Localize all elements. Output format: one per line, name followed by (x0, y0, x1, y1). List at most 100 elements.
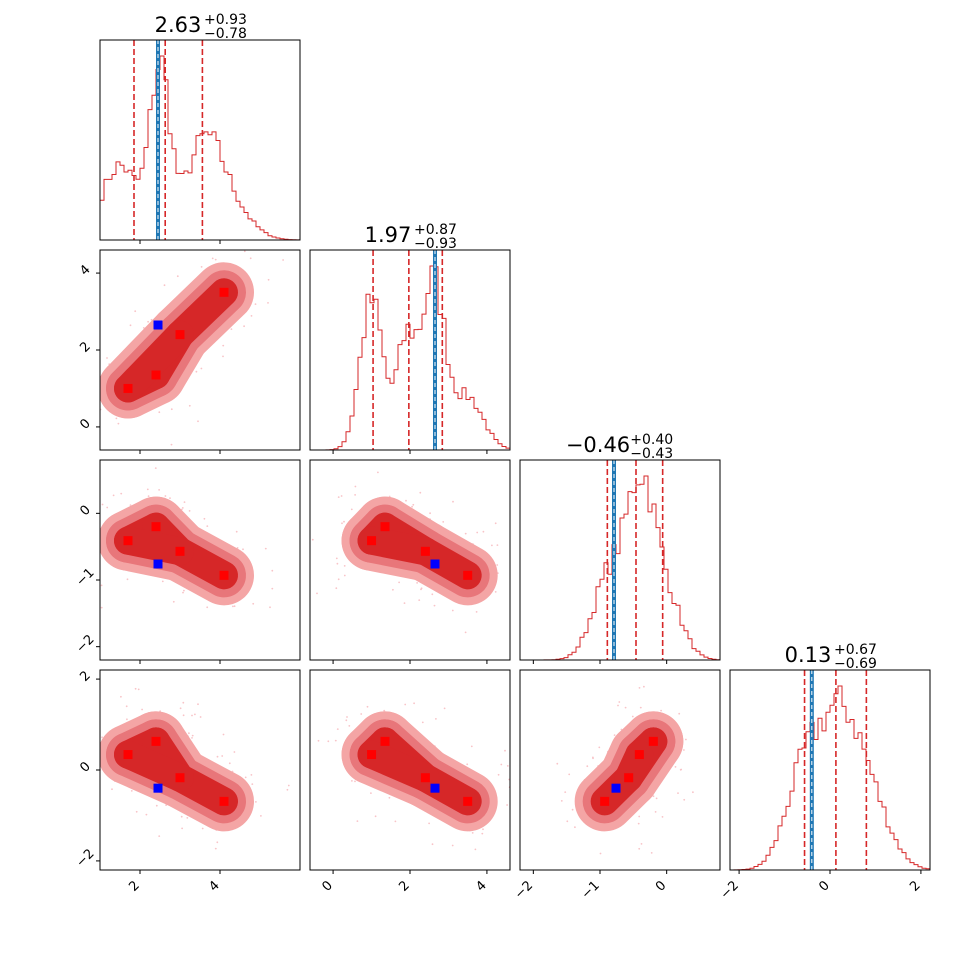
scatter-point (317, 739, 320, 742)
scatter-point (398, 581, 400, 584)
scatter-point (640, 843, 643, 845)
scatter-point (343, 565, 346, 567)
scatter-point (183, 501, 186, 503)
title-upper-error: +0.93 (204, 12, 247, 28)
scatter-point (370, 792, 372, 794)
histogram-step-3 (520, 475, 721, 661)
scatter-point (199, 716, 202, 718)
scatter-point (206, 606, 209, 609)
scatter-point (188, 510, 191, 512)
scatter-point (282, 259, 284, 261)
scatter-point (622, 616, 624, 618)
scatter-point (243, 325, 246, 328)
contour-inner-segment (114, 526, 194, 566)
scatter-point (674, 766, 677, 768)
scatter-point (494, 522, 497, 525)
scatter-point (134, 687, 137, 690)
red-marker-3 (420, 773, 430, 783)
scatter-point (404, 703, 407, 706)
scatter-point (654, 811, 657, 813)
scatter-point (464, 631, 467, 634)
scatter-point (115, 417, 118, 420)
scatter-point (165, 804, 168, 806)
scatter-point (130, 790, 133, 792)
scatter-point (182, 701, 185, 704)
y-tick-label-4: 0 (77, 759, 93, 775)
axis-frame-3-1 (99, 459, 301, 661)
scatter-point (685, 738, 687, 741)
scatter-point (154, 467, 157, 469)
title-lower-error: −0.78 (204, 26, 247, 42)
scatter-point (564, 791, 567, 793)
scatter-point (214, 258, 217, 261)
scatter-point (182, 591, 184, 594)
x-tick-label-3: −1 (579, 878, 603, 902)
scatter-point (195, 370, 198, 373)
panel-title-2: 1.97 (365, 223, 412, 247)
x-tick-label-2: 4 (473, 878, 489, 894)
axis-frame-1-1 (99, 39, 301, 241)
scatter-point (158, 489, 161, 491)
scatter-point (421, 721, 424, 724)
scatter-point (560, 800, 563, 802)
scatter-point (216, 841, 219, 844)
scatter-point (631, 715, 634, 718)
scatter-point (494, 591, 497, 593)
scatter-point (145, 813, 148, 816)
scatter-point (97, 773, 99, 775)
scatter-point (170, 408, 173, 411)
scatter-point (336, 728, 339, 730)
scatter-point (652, 795, 655, 798)
contour-inner-segment (114, 320, 194, 403)
scatter-point (466, 763, 469, 766)
scatter-point (451, 609, 454, 612)
red-marker-2 (380, 736, 390, 746)
axis-frame-3-3 (519, 459, 721, 661)
scatter-point (264, 547, 267, 550)
scatter-point (158, 411, 161, 414)
density-panel-4-3 (519, 616, 721, 871)
panel-content (556, 616, 694, 855)
scatter-point (222, 344, 225, 347)
scatter-point (343, 520, 345, 523)
scatter-point (147, 495, 150, 497)
scatter-point (242, 548, 244, 551)
scatter-point (491, 544, 493, 547)
scatter-point (433, 604, 436, 607)
scatter-point (660, 709, 662, 712)
density-panel-4-1 (97, 669, 307, 876)
scatter-point (184, 874, 186, 876)
scatter-point (200, 266, 203, 268)
histogram-step-1 (99, 55, 301, 241)
scatter-point (639, 706, 642, 709)
scatter-point (201, 827, 204, 830)
contour-inner-segment (114, 740, 194, 792)
scatter-point (419, 491, 422, 494)
scatter-point (191, 734, 194, 737)
scatter-point (637, 822, 640, 825)
x-tick-label-3: −2 (512, 878, 536, 902)
blue-marker (153, 559, 163, 569)
scatter-point (311, 538, 314, 541)
scatter-point (337, 496, 340, 498)
scatter-point (420, 587, 423, 590)
scatter-point (228, 762, 231, 765)
contour-inner (114, 727, 238, 816)
title-value: 0.13 (785, 643, 832, 667)
red-marker-3 (175, 330, 185, 340)
scatter-point (354, 485, 357, 488)
scatter-point (435, 718, 437, 720)
y-tick-label-2: 4 (77, 262, 93, 278)
x-tick-label-4: −2 (718, 878, 742, 902)
scatter-point (475, 611, 478, 613)
scatter-point (243, 250, 246, 253)
scatter-point (388, 495, 391, 498)
histogram-panel-2: 1.97 +0.87−0.93 (309, 222, 511, 451)
scatter-point (452, 500, 454, 503)
scatter-point (126, 718, 128, 721)
scatter-point (142, 327, 145, 329)
scatter-point (251, 783, 254, 785)
scatter-point (84, 548, 86, 550)
scatter-point (464, 532, 467, 535)
scatter-point (305, 764, 307, 766)
